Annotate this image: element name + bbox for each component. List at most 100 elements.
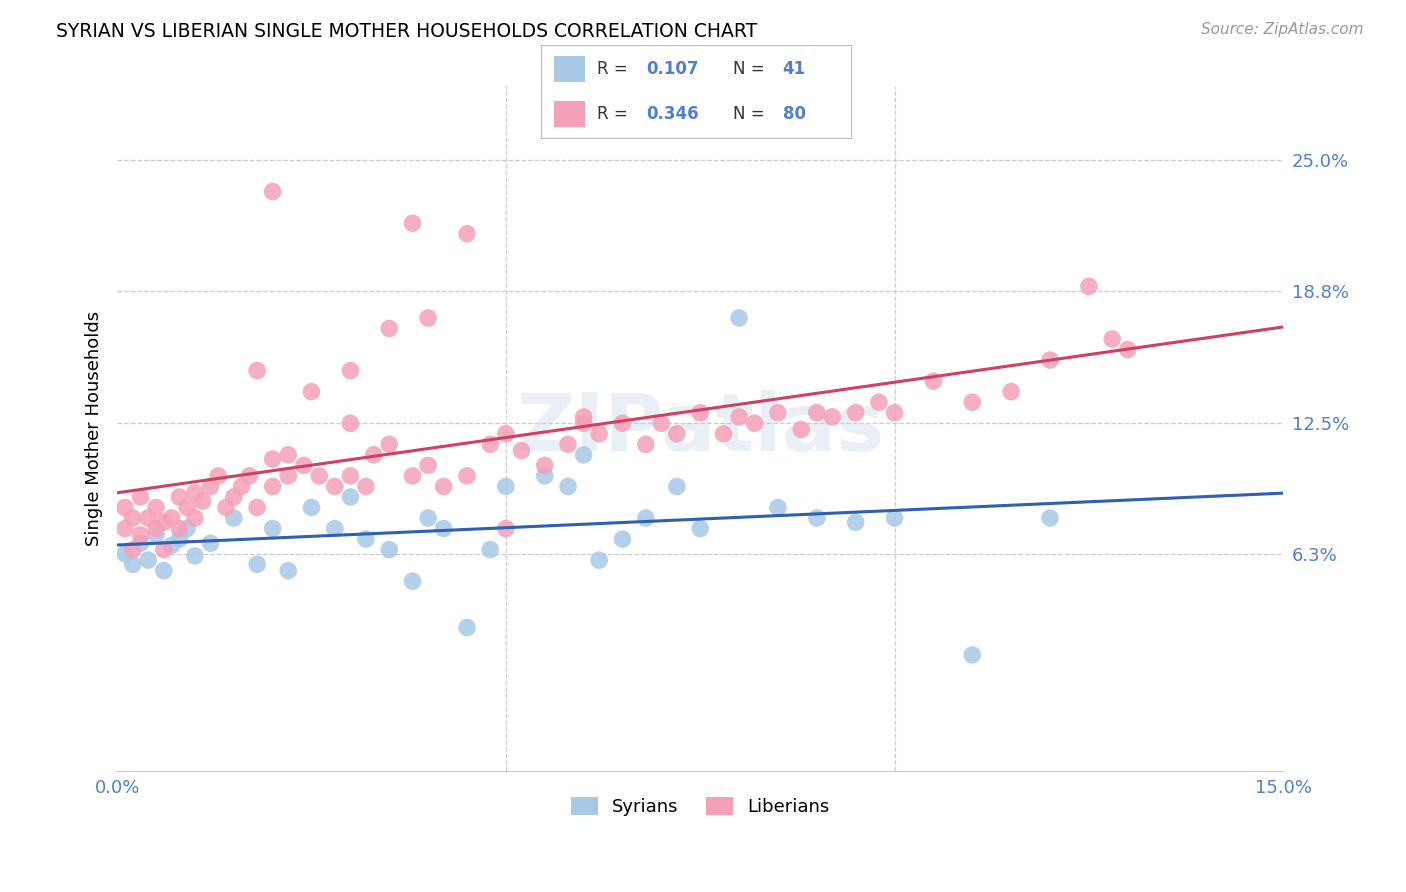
Point (215, 500, 238, 515)
Point (121, 511, 143, 525)
Point (418, 310, 440, 325)
Point (612, 417, 634, 431)
Point (169, 532, 191, 546)
Point (339, 417, 361, 431)
Point (301, 384, 323, 399)
Bar (554, 56, 585, 82)
Point (308, 469, 330, 483)
Point (883, 406, 905, 420)
Point (222, 511, 245, 525)
Point (184, 511, 207, 525)
Point (456, 227, 478, 241)
Text: R =: R = (598, 60, 633, 78)
Point (766, 500, 789, 515)
Point (845, 406, 868, 420)
Point (588, 553, 610, 567)
Point (262, 185, 284, 199)
Point (665, 479, 688, 493)
Point (200, 479, 222, 493)
Point (962, 648, 984, 662)
Point (238, 469, 260, 483)
Point (868, 395, 890, 409)
Point (231, 479, 253, 493)
Point (418, 458, 440, 473)
Point (145, 500, 167, 515)
Point (145, 522, 167, 536)
Point (689, 406, 711, 420)
Point (323, 479, 346, 493)
Point (136, 511, 159, 525)
Point (339, 469, 361, 483)
Point (728, 409, 751, 424)
Point (160, 538, 183, 552)
Text: ZIPatlas: ZIPatlas (516, 390, 884, 467)
Point (378, 321, 401, 335)
Point (323, 522, 346, 536)
Point (634, 437, 657, 451)
Point (572, 409, 595, 424)
Point (262, 452, 284, 467)
Point (114, 522, 136, 536)
Text: 0.107: 0.107 (647, 60, 699, 78)
Point (1116, 343, 1139, 357)
Text: R =: R = (598, 105, 633, 123)
Point (790, 423, 813, 437)
Point (207, 469, 229, 483)
Point (363, 448, 385, 462)
Point (1101, 332, 1123, 346)
Point (354, 479, 377, 493)
Point (510, 443, 533, 458)
Bar (554, 101, 585, 127)
Point (456, 469, 478, 483)
Point (1000, 384, 1022, 399)
Point (354, 532, 377, 546)
Text: 0.346: 0.346 (647, 105, 699, 123)
Point (766, 406, 789, 420)
Point (277, 469, 299, 483)
Point (533, 469, 555, 483)
Point (277, 564, 299, 578)
Point (184, 485, 207, 500)
Point (433, 479, 456, 493)
Point (200, 536, 222, 550)
Text: SYRIAN VS LIBERIAN SINGLE MOTHER HOUSEHOLDS CORRELATION CHART: SYRIAN VS LIBERIAN SINGLE MOTHER HOUSEHO… (56, 22, 758, 41)
Point (301, 500, 323, 515)
Point (129, 536, 152, 550)
Text: 41: 41 (783, 60, 806, 78)
Point (184, 549, 207, 563)
Point (339, 363, 361, 377)
Point (136, 553, 159, 567)
Point (378, 542, 401, 557)
Point (418, 511, 440, 525)
Point (845, 515, 868, 529)
Point (689, 522, 711, 536)
Point (665, 426, 688, 441)
Point (169, 522, 191, 536)
Point (572, 448, 595, 462)
Point (612, 532, 634, 546)
Point (153, 542, 176, 557)
Point (456, 620, 478, 634)
Text: N =: N = (733, 60, 770, 78)
Point (479, 437, 502, 451)
Point (292, 458, 315, 473)
Point (495, 479, 517, 493)
Point (121, 558, 143, 572)
Point (176, 522, 198, 536)
Point (1039, 511, 1062, 525)
Point (479, 542, 502, 557)
Point (744, 417, 766, 431)
Point (262, 479, 284, 493)
Point (153, 564, 176, 578)
Point (262, 522, 284, 536)
Point (572, 417, 595, 431)
Point (378, 437, 401, 451)
Point (145, 528, 167, 542)
Point (557, 479, 579, 493)
Point (1077, 279, 1099, 293)
Point (634, 511, 657, 525)
Point (121, 542, 143, 557)
Point (114, 500, 136, 515)
Point (339, 490, 361, 504)
Point (806, 511, 828, 525)
